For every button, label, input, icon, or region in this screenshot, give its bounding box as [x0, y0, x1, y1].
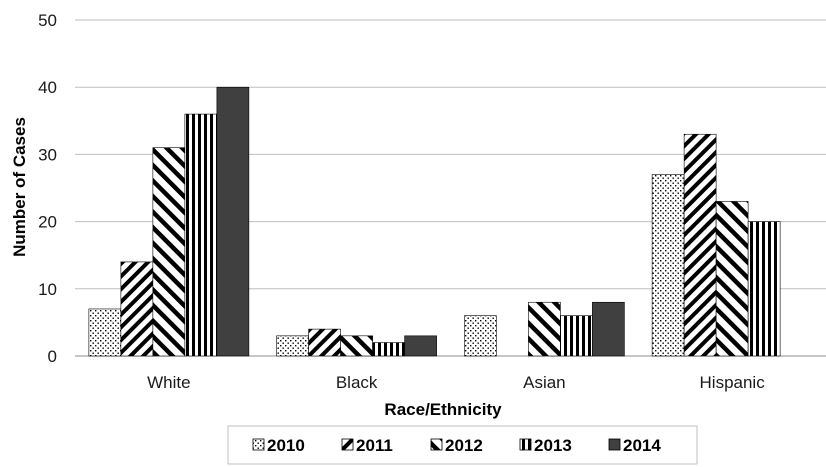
bar-white-2011 [120, 261, 154, 357]
legend-swatch-2013 [519, 438, 532, 451]
x-axis-ticks: White Black Asian Hispanic [147, 373, 765, 392]
y-axis-ticks: 0 10 20 30 40 50 [38, 11, 57, 366]
bar-asian-2010 [464, 315, 497, 357]
legend-swatch-2012 [430, 438, 443, 451]
y-axis-label: Number of Cases [10, 117, 29, 257]
bar-asian-2014 [592, 301, 625, 357]
y-tick-label: 10 [38, 280, 57, 299]
x-tick-label: Hispanic [700, 373, 766, 392]
bar-black-2013 [372, 342, 405, 357]
legend: 2010 2011 2012 2013 2014 [227, 425, 698, 465]
bar-asian-2013 [560, 315, 593, 357]
bar-asian-2012 [528, 301, 561, 357]
x-axis-label: Race/Ethnicity [384, 400, 502, 419]
y-tick-label: 50 [38, 11, 57, 30]
legend-swatch-2014 [608, 438, 621, 451]
bar-white-2014 [216, 86, 250, 357]
bar-hispanic-2013 [747, 221, 781, 357]
bar-white-2010 [88, 308, 122, 357]
legend-label: 2010 [267, 436, 305, 455]
x-tick-label: Black [336, 373, 378, 392]
y-tick-label: 0 [48, 347, 57, 366]
x-tick-label: Asian [523, 373, 566, 392]
bar-hispanic-2012 [715, 201, 749, 357]
y-tick-label: 30 [38, 145, 57, 164]
legend-swatch-2010 [252, 438, 265, 451]
bar-black-2010 [276, 335, 309, 357]
legend-label: 2013 [534, 436, 572, 455]
bar-white-2012 [152, 147, 186, 357]
bar-hispanic-2011 [683, 133, 717, 357]
y-tick-label: 40 [38, 78, 57, 97]
legend-label: 2011 [356, 436, 393, 455]
legend-label: 2014 [623, 436, 661, 455]
bar-white-2013 [184, 113, 218, 357]
y-tick-label: 20 [38, 213, 57, 232]
x-tick-label: White [147, 373, 190, 392]
bar-hispanic-2010 [651, 174, 685, 357]
legend-swatch-2011 [341, 438, 354, 451]
bars [88, 86, 781, 357]
bar-black-2012 [340, 335, 373, 357]
bar-black-2011 [308, 328, 341, 357]
legend-label: 2012 [445, 436, 483, 455]
bar-black-2014 [404, 335, 437, 357]
